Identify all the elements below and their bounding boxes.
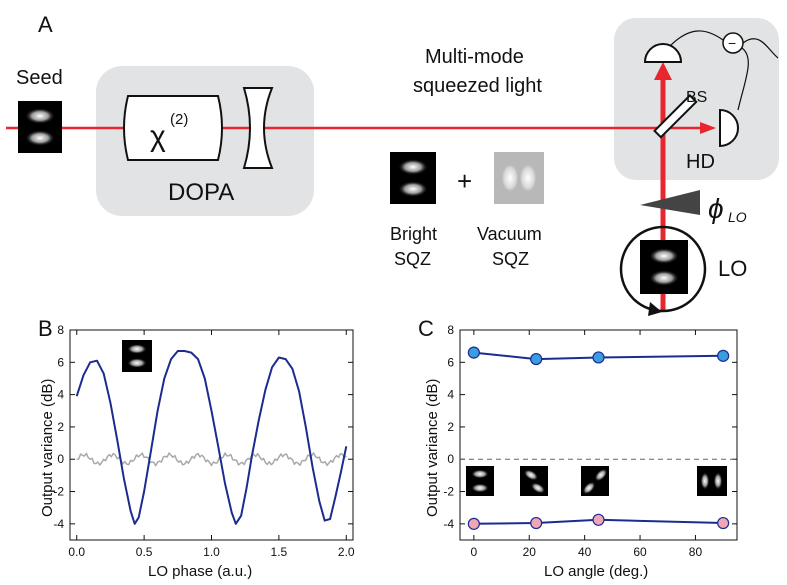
dopa-label: DOPA xyxy=(168,179,234,206)
bright-lobe-bottom xyxy=(398,181,428,197)
beam-label-line2: squeezed light xyxy=(413,75,542,97)
inset-lobe-top xyxy=(127,344,147,354)
cavity-mirror xyxy=(242,87,274,169)
y-tick-label: 2 xyxy=(57,420,64,434)
y-axis-label-c: Output variance (dB) xyxy=(424,379,441,517)
x-tick-label: 2.0 xyxy=(338,545,355,559)
lo-beam-arrowhead xyxy=(654,62,672,80)
beam-label-line1: Multi-mode xyxy=(425,46,524,68)
seed-lobe-bottom xyxy=(25,130,55,146)
vacuum-label-line2: SQZ xyxy=(492,249,529,269)
vacuum-lobe-right xyxy=(519,163,537,193)
y-tick-label: -4 xyxy=(53,517,64,531)
lo-lobe-top xyxy=(649,248,679,264)
y-tick-label: 6 xyxy=(447,355,454,369)
x-tick-label: 60 xyxy=(633,545,647,559)
y-tick-label: 0 xyxy=(57,452,64,466)
beam-splitter xyxy=(653,94,698,139)
x-tick-label: 80 xyxy=(689,545,703,559)
data-point xyxy=(592,351,605,364)
y-axis-label-b: Output variance (dB) xyxy=(39,379,56,517)
phase-symbol: ϕ xyxy=(708,193,724,224)
data-point xyxy=(467,346,480,359)
x-tick-label: 0.5 xyxy=(136,545,153,559)
inset-lobe-bottom xyxy=(127,358,147,368)
x-tick-label: 1.5 xyxy=(271,545,288,559)
y-tick-label: -2 xyxy=(443,485,454,499)
detector-wire-top xyxy=(669,30,724,47)
series-line xyxy=(473,351,724,361)
detector-wire-right xyxy=(737,47,749,111)
vacuum-label-line1: Vacuum xyxy=(477,224,542,244)
x-tick-label: 1.0 xyxy=(203,545,220,559)
x-tick-label: 0 xyxy=(471,545,478,559)
panel-label-c: C xyxy=(418,316,434,341)
panel-label-a: A xyxy=(38,12,53,37)
data-point xyxy=(530,352,543,366)
panel-a-schematic: A Seed χ (2) DOPA Multi-mode squeezed li… xyxy=(6,12,779,316)
plot-frame-b xyxy=(69,329,354,541)
data-point xyxy=(592,513,605,526)
lo-label: LO xyxy=(718,256,747,281)
data-point xyxy=(530,516,543,530)
seed-lobe-top xyxy=(25,108,55,124)
seed-label: Seed xyxy=(16,67,63,89)
phase-subscript: LO xyxy=(728,209,747,225)
series-group-c xyxy=(460,346,737,530)
bright-lobe-top xyxy=(398,159,428,175)
y-tick-label: 8 xyxy=(57,323,64,337)
y-tick-label: -2 xyxy=(53,485,64,499)
series-line xyxy=(75,350,348,525)
mode-inset-90deg xyxy=(697,466,727,496)
y-tick-label: -4 xyxy=(443,517,454,531)
plot-frame-c xyxy=(459,329,738,541)
x-axis-label-c: LO angle (deg.) xyxy=(544,563,648,580)
beam-arrowhead xyxy=(700,122,716,134)
detector-top xyxy=(643,43,683,63)
bright-label-line1: Bright xyxy=(390,224,437,244)
bs-label: BS xyxy=(686,89,707,106)
hd-label: HD xyxy=(686,151,715,173)
series-group-b xyxy=(75,350,348,525)
x-tick-label: 40 xyxy=(578,545,592,559)
detector-right xyxy=(719,108,739,148)
panel-b-chart: B -4 -2 0 2 4 6 8 0.0 0.5 1.0 1.5 2.0 LO phase (a.u… xyxy=(38,316,355,580)
x-tick-label: 0.0 xyxy=(68,545,85,559)
crystal xyxy=(123,95,223,161)
data-point xyxy=(717,516,730,530)
rotation-arrowhead xyxy=(648,302,662,316)
x-axis-label-b: LO phase (a.u.) xyxy=(148,563,252,580)
crystal-superscript: (2) xyxy=(170,111,188,128)
mode-inset-0deg xyxy=(466,466,494,496)
mode-inset-22deg xyxy=(520,466,548,496)
y-tick-label: 8 xyxy=(447,323,454,337)
rotation-circle xyxy=(619,225,707,313)
output-wire xyxy=(742,38,779,59)
series-line xyxy=(76,452,347,467)
y-tick-label: 2 xyxy=(447,420,454,434)
mode-inset-45deg xyxy=(581,466,609,496)
bright-label-line2: SQZ xyxy=(394,249,431,269)
phase-wedge xyxy=(640,190,700,215)
series-line xyxy=(473,518,724,525)
axis-ticks-b: -4 -2 0 2 4 6 8 0.0 0.5 1.0 1.5 2.0 xyxy=(53,323,355,559)
y-tick-label: 0 xyxy=(447,452,454,466)
subtractor-minus: − xyxy=(728,35,736,51)
y-tick-label: 4 xyxy=(57,388,64,402)
y-tick-label: 6 xyxy=(57,355,64,369)
x-tick-label: 20 xyxy=(523,545,537,559)
data-point xyxy=(717,349,730,362)
plus-sign: + xyxy=(457,166,472,196)
vacuum-lobe-left xyxy=(501,163,519,193)
data-point xyxy=(467,517,480,530)
crystal-chi-label: χ xyxy=(150,120,166,153)
panel-label-b: B xyxy=(38,316,53,341)
y-tick-label: 4 xyxy=(447,388,454,402)
lo-lobe-bottom xyxy=(649,270,679,286)
